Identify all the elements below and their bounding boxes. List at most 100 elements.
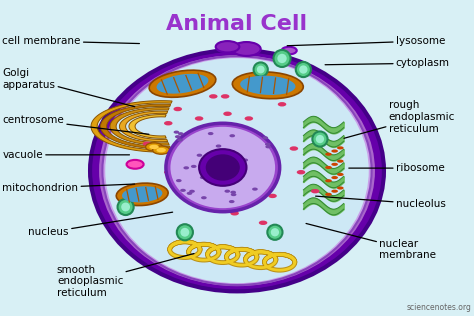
Ellipse shape [242, 159, 248, 162]
Ellipse shape [230, 211, 239, 216]
Ellipse shape [337, 173, 344, 176]
Ellipse shape [178, 164, 187, 168]
Text: rough
endoplasmic
reticulum: rough endoplasmic reticulum [344, 100, 455, 138]
Ellipse shape [177, 138, 183, 142]
Text: mitochondrion: mitochondrion [2, 183, 135, 193]
Ellipse shape [337, 146, 344, 149]
Ellipse shape [191, 165, 197, 168]
Ellipse shape [121, 203, 130, 211]
Ellipse shape [166, 123, 280, 212]
Ellipse shape [225, 190, 230, 193]
Text: nuclear
membrane: nuclear membrane [306, 223, 436, 260]
Ellipse shape [331, 176, 338, 179]
Ellipse shape [230, 150, 236, 153]
Ellipse shape [252, 187, 258, 191]
Ellipse shape [200, 186, 208, 190]
Ellipse shape [277, 54, 287, 63]
Ellipse shape [268, 194, 277, 198]
Ellipse shape [240, 76, 295, 95]
Ellipse shape [116, 183, 168, 205]
Ellipse shape [223, 112, 232, 116]
Ellipse shape [316, 135, 324, 143]
Text: ribosome: ribosome [349, 163, 445, 173]
Ellipse shape [216, 41, 239, 52]
Ellipse shape [325, 153, 332, 156]
Ellipse shape [257, 66, 264, 73]
Ellipse shape [229, 200, 235, 203]
Ellipse shape [282, 47, 297, 54]
Ellipse shape [118, 199, 134, 215]
Ellipse shape [299, 65, 308, 74]
Text: sciencenotes.org: sciencenotes.org [407, 303, 472, 312]
Polygon shape [119, 111, 168, 142]
Ellipse shape [202, 164, 208, 167]
Ellipse shape [273, 50, 291, 67]
Ellipse shape [185, 135, 194, 140]
Ellipse shape [297, 170, 305, 174]
Ellipse shape [325, 166, 332, 169]
Ellipse shape [171, 127, 275, 208]
Ellipse shape [337, 186, 344, 190]
Ellipse shape [229, 134, 235, 137]
Ellipse shape [175, 135, 181, 138]
Text: vacuole: vacuole [2, 150, 129, 160]
Ellipse shape [254, 62, 268, 77]
Ellipse shape [263, 136, 268, 139]
Ellipse shape [221, 94, 229, 99]
Polygon shape [110, 108, 169, 145]
Ellipse shape [213, 182, 219, 185]
Ellipse shape [189, 190, 195, 193]
Ellipse shape [143, 142, 151, 146]
Ellipse shape [230, 191, 236, 194]
Ellipse shape [325, 179, 332, 182]
Ellipse shape [208, 132, 213, 135]
Ellipse shape [254, 132, 263, 137]
Ellipse shape [178, 132, 183, 135]
Ellipse shape [153, 146, 170, 154]
Polygon shape [129, 115, 166, 138]
Ellipse shape [98, 54, 376, 288]
Ellipse shape [271, 228, 279, 236]
Ellipse shape [325, 193, 332, 196]
Ellipse shape [197, 154, 202, 157]
Ellipse shape [164, 170, 173, 174]
Polygon shape [91, 101, 172, 152]
Text: nucleus: nucleus [28, 212, 173, 237]
Ellipse shape [267, 225, 283, 240]
Ellipse shape [173, 107, 182, 111]
Ellipse shape [265, 145, 271, 149]
Ellipse shape [156, 148, 166, 152]
Text: centrosome: centrosome [2, 115, 149, 134]
Ellipse shape [259, 221, 267, 225]
Text: Golgi
apparatus: Golgi apparatus [2, 68, 135, 107]
Ellipse shape [105, 58, 369, 283]
Ellipse shape [211, 162, 220, 167]
Ellipse shape [90, 50, 384, 291]
Ellipse shape [201, 196, 207, 199]
Text: Animal Cell: Animal Cell [166, 14, 308, 34]
Ellipse shape [278, 102, 286, 106]
Ellipse shape [311, 189, 319, 193]
Text: lysosome: lysosome [287, 36, 445, 46]
Ellipse shape [296, 62, 311, 77]
Ellipse shape [312, 131, 328, 147]
Ellipse shape [122, 186, 163, 203]
Ellipse shape [127, 160, 144, 169]
Ellipse shape [195, 116, 203, 121]
Ellipse shape [231, 193, 237, 196]
Text: cytoplasm: cytoplasm [325, 58, 450, 68]
Ellipse shape [206, 154, 240, 181]
Ellipse shape [238, 170, 244, 173]
Ellipse shape [177, 224, 193, 240]
Ellipse shape [265, 143, 271, 146]
Ellipse shape [216, 144, 221, 148]
Ellipse shape [201, 164, 207, 167]
Ellipse shape [149, 70, 216, 97]
Ellipse shape [180, 189, 186, 192]
Ellipse shape [331, 163, 338, 166]
Ellipse shape [176, 179, 182, 182]
Ellipse shape [173, 131, 179, 134]
Ellipse shape [232, 42, 261, 56]
Ellipse shape [187, 192, 192, 195]
Text: smooth
endoplasmic
reticulum: smooth endoplasmic reticulum [57, 253, 194, 298]
